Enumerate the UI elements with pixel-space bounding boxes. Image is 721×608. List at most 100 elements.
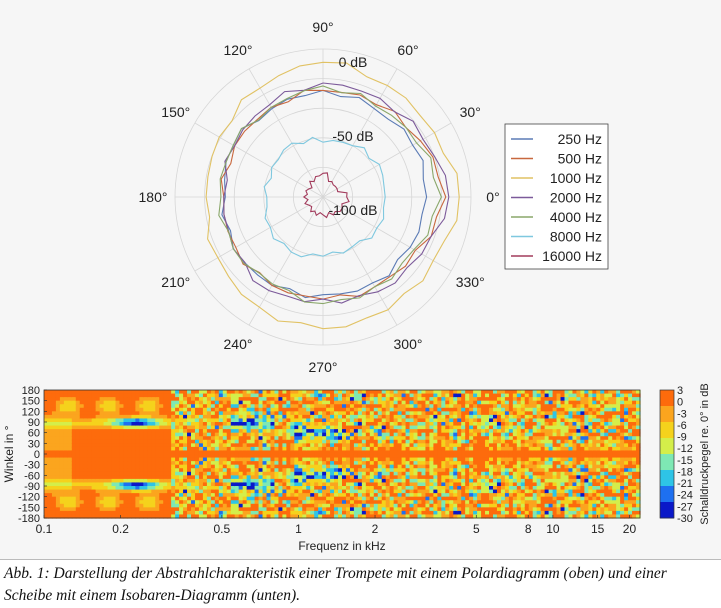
heatmap-cell (67, 482, 73, 487)
heatmap-cell (401, 390, 407, 395)
heatmap-cell (369, 404, 375, 409)
heatmap-cell (210, 436, 216, 441)
heatmap-cell (314, 407, 319, 412)
heatmap-cell (473, 493, 478, 498)
heatmap-cell (318, 478, 323, 484)
heatmap-cell (218, 390, 224, 395)
heatmap-cell (75, 393, 81, 398)
heatmap-cell (504, 436, 510, 441)
heatmap-cell (389, 411, 395, 416)
heatmap-cell (445, 418, 450, 423)
heatmap-cell (385, 446, 391, 452)
heatmap-cell (357, 503, 363, 508)
heatmap-cell (524, 432, 530, 437)
heatmap-cell (397, 390, 403, 395)
heatmap-cell (47, 454, 53, 459)
heatmap-cell (103, 397, 109, 402)
heatmap-cell (536, 404, 542, 409)
heatmap-cell (51, 404, 57, 409)
heatmap-cell (230, 393, 236, 398)
heatmap-cell (373, 446, 379, 452)
heatmap-cell (532, 425, 538, 430)
heatmap-cell (266, 454, 272, 459)
heatmap-cell (457, 464, 462, 469)
heatmap-cell (310, 493, 315, 498)
heatmap-cell (238, 436, 244, 441)
heatmap-cell (167, 454, 172, 459)
heatmap-cell (397, 414, 403, 420)
heatmap-cell (270, 454, 276, 459)
heatmap-cell (357, 443, 363, 448)
heatmap-cell (365, 432, 371, 437)
heatmap-cell (179, 411, 184, 416)
heatmap-cell (266, 432, 272, 437)
heatmap-cell (214, 443, 220, 448)
heatmap-cell (226, 436, 232, 441)
heatmap-cell (461, 446, 466, 452)
heatmap-cell (405, 414, 411, 420)
heatmap-cell (44, 443, 49, 448)
heatmap-cell (437, 429, 442, 434)
heatmap-cell (218, 507, 224, 512)
heatmap-cell (568, 507, 574, 512)
heatmap-cell (107, 468, 113, 473)
heatmap-cell (417, 510, 423, 516)
heatmap-cell (334, 390, 339, 395)
heatmap-cell (445, 461, 450, 466)
heatmap-cell (147, 418, 152, 423)
heatmap-cell (123, 411, 129, 416)
heatmap-cell (63, 510, 69, 516)
heatmap-cell (330, 397, 335, 402)
heatmap-cell (51, 468, 57, 473)
heatmap-cell (345, 482, 351, 487)
heatmap-cell (405, 439, 411, 444)
heatmap-cell (147, 407, 152, 412)
heatmap-cell (246, 390, 252, 395)
heatmap-cell (469, 510, 474, 516)
heatmap-cell (580, 500, 585, 505)
heatmap-cell (71, 486, 77, 491)
heatmap-cell (345, 461, 351, 466)
heatmap-cell (373, 443, 379, 448)
heatmap-cell (393, 507, 399, 512)
legend-entry: 4000 Hz (550, 209, 602, 225)
heatmap-cell (47, 493, 53, 498)
heatmap-cell (274, 436, 280, 441)
heatmap-cell (246, 468, 252, 473)
heatmap-cell (266, 422, 272, 427)
heatmap-cell (278, 400, 283, 405)
heatmap-cell (270, 464, 276, 469)
heatmap-cell (485, 400, 490, 405)
heatmap-cell (318, 471, 323, 476)
heatmap-cell (302, 464, 307, 469)
heatmap-cell (119, 400, 125, 405)
heatmap-cell (556, 400, 562, 405)
heatmap-cell (369, 482, 375, 487)
heatmap-cell (51, 510, 57, 516)
heatmap-cell (107, 422, 113, 427)
heatmap-cell (536, 450, 542, 455)
heatmap-cell (306, 411, 311, 416)
heatmap-cell (413, 439, 419, 444)
heatmap-cell (274, 478, 280, 484)
heatmap-cell (393, 496, 399, 501)
heatmap-cell (485, 503, 490, 508)
heatmap-cell (512, 422, 518, 427)
heatmap-cell (238, 432, 244, 437)
heatmap-cell (298, 443, 303, 448)
heatmap-cell (107, 404, 113, 409)
heatmap-cell (167, 446, 172, 452)
heatmap-cell (107, 486, 113, 491)
heatmap-cell (318, 400, 323, 405)
heatmap-cell (377, 514, 383, 519)
heatmap-cell (202, 404, 208, 409)
heatmap-cell (492, 450, 498, 455)
heatmap-cell (373, 482, 379, 487)
heatmap-cell (222, 390, 228, 395)
heatmap-cell (79, 414, 85, 420)
heatmap-cell (500, 510, 506, 516)
heatmap-cell (127, 425, 133, 430)
heatmap-cell (353, 461, 359, 466)
heatmap-cell (576, 443, 581, 448)
heatmap-cell (290, 486, 295, 491)
